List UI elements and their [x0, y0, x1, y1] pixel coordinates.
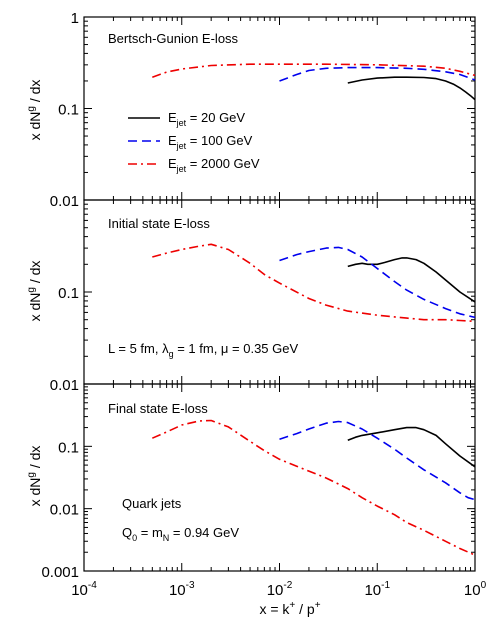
series-line-middle-100gev [279, 246, 476, 319]
panel-top-title: Bertsch-Gunion E-loss [108, 31, 239, 46]
panel-bottom-title: Final state E-loss [108, 401, 208, 416]
ytick-label: 0.01 [50, 193, 79, 210]
ytick-label: 0.1 [58, 285, 79, 302]
series-line-bottom-2000gev [151, 419, 476, 556]
series-line-top-20gev [347, 76, 476, 101]
ylabel-top: x dNg / dx [26, 80, 43, 141]
xtick-label: 10-4 [71, 580, 97, 599]
xtick-label: 10-2 [267, 580, 293, 599]
series-line-middle-2000gev [152, 243, 476, 323]
legend-label-2000gev: Ejet = 2000 GeV [168, 156, 260, 174]
ylabel-middle: x dNg / dx [26, 261, 43, 322]
series-line-bottom-100gev [279, 420, 476, 501]
xlabel: x = k+ / p+ [259, 600, 320, 617]
ytick-label: 0.1 [58, 439, 79, 456]
legend: Ejet = 20 GeV Ejet = 100 GeV Ejet = 2000… [128, 110, 260, 174]
panel-bottom-jets: Quark jets [122, 496, 182, 511]
series-line-bottom-20gev [347, 426, 476, 468]
xtick-label: 100 [464, 580, 487, 599]
ylabel-bottom: x dNg / dx [26, 446, 43, 507]
panels-group: 0.01 0.1 1 0.01 0.1 0.001 0.01 0.1 10-4 10-3 10-2 1… [41, 10, 486, 599]
ytick-label: 0.01 [50, 502, 79, 519]
legend-label-100gev: Ejet = 100 GeV [168, 133, 253, 151]
panel-middle-title: Initial state E-loss [108, 216, 210, 231]
panel-middle-params: L = 5 fm, λg = 1 fm, μ = 0.35 GeV [108, 341, 298, 359]
ytick-label: 0.1 [58, 102, 79, 119]
ytick-label: 0.001 [41, 564, 79, 581]
ytick-label: 1 [71, 10, 79, 27]
ytick-label: 0.01 [50, 377, 79, 394]
xtick-label: 10-3 [169, 580, 195, 599]
series-line-top-2000gev [152, 63, 476, 78]
legend-label-20gev: Ejet = 20 GeV [168, 110, 245, 128]
series-line-top-100gev [279, 66, 476, 82]
panel-bottom-q0: Q0 = mN = 0.94 GeV [122, 525, 239, 543]
xtick-label: 10-1 [364, 580, 390, 599]
series-line-middle-20gev [347, 257, 476, 303]
